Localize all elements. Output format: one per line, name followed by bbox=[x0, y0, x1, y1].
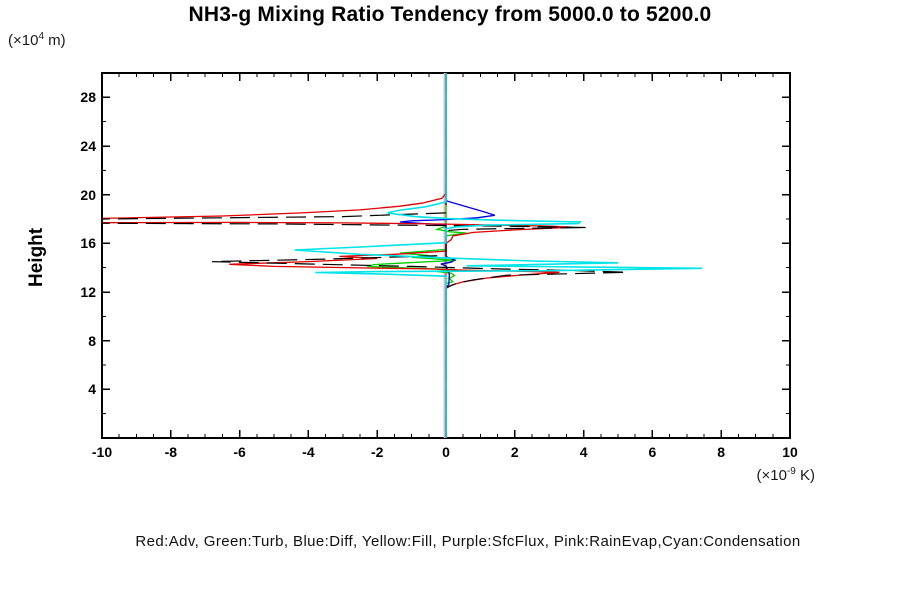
x-tick-label: -2 bbox=[370, 444, 384, 460]
x-unit-exponent: -9 bbox=[786, 466, 796, 477]
x-tick-label: 2 bbox=[510, 444, 519, 460]
y-tick-label: 4 bbox=[88, 381, 96, 398]
y-unit-exponent: 4 bbox=[38, 31, 45, 42]
legend-text: Red:Adv, Green:Turb, Blue:Diff, Yellow:F… bbox=[135, 533, 801, 550]
y-unit-suffix: m) bbox=[44, 32, 66, 49]
y-tick-label: 12 bbox=[80, 284, 96, 300]
series-line-turb bbox=[366, 73, 467, 438]
y-tick-label: 24 bbox=[80, 138, 96, 154]
x-tick-label: 6 bbox=[648, 444, 657, 460]
series-line-adv bbox=[101, 73, 572, 438]
x-axis-unit-label: (×10-9 K) bbox=[650, 466, 815, 484]
y-tick-label: 16 bbox=[80, 235, 96, 252]
x-unit-prefix: (×10 bbox=[756, 467, 787, 484]
x-tick-label: 4 bbox=[579, 444, 588, 460]
x-tick-label: -10 bbox=[91, 444, 113, 460]
x-tick-label: -8 bbox=[164, 444, 178, 460]
chart-title: NH3-g Mixing Ratio Tendency from 5000.0 … bbox=[188, 3, 712, 26]
y-axis-unit-label: (×104 m) bbox=[8, 31, 66, 49]
x-tick-label: 8 bbox=[717, 444, 726, 460]
x-tick-label: -6 bbox=[233, 444, 246, 460]
series-line-diff bbox=[399, 73, 496, 438]
series-line-condensation bbox=[294, 73, 703, 438]
x-tick-label: 10 bbox=[782, 444, 798, 460]
y-tick-label: 20 bbox=[80, 186, 96, 203]
y-tick-label: 28 bbox=[80, 89, 96, 106]
x-unit-suffix: K) bbox=[795, 467, 815, 484]
y-tick-label: 8 bbox=[88, 332, 96, 349]
x-tick-label: 0 bbox=[442, 444, 450, 460]
x-tick-label: -4 bbox=[302, 444, 315, 460]
series-line-total bbox=[101, 73, 627, 438]
y-unit-prefix: (×10 bbox=[8, 32, 39, 49]
